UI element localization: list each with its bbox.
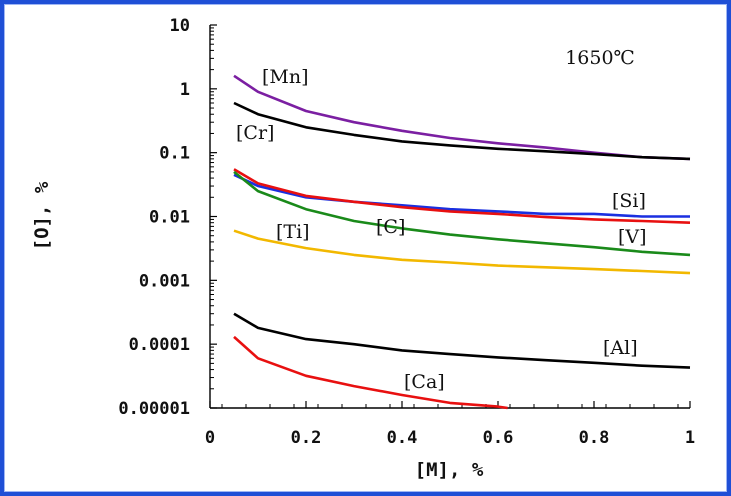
- y-tick-label: 0.001: [139, 271, 190, 291]
- y-tick-label: 0.0001: [129, 335, 190, 355]
- series-line-c: [233, 170, 691, 257]
- series-label-cr: [Cr]: [236, 122, 274, 144]
- series-label-si: [Si]: [612, 190, 646, 212]
- x-tick-label: 1: [685, 428, 695, 448]
- y-tick-label: 10: [170, 16, 190, 36]
- y-tick-label: 1: [180, 80, 190, 100]
- series-label-al: [Al]: [603, 337, 638, 359]
- series-line-al: [233, 312, 691, 369]
- x-tick-label: 0: [205, 428, 215, 448]
- x-tick-label: 0.8: [579, 428, 610, 448]
- series-line-cr: [233, 101, 691, 161]
- temperature-annotation: 1650℃: [565, 47, 635, 69]
- y-tick-label: 0.1: [159, 144, 190, 164]
- series-label-ti: [Ti]: [276, 221, 310, 243]
- y-tick-label: 0.01: [149, 208, 190, 228]
- series-line-ca: [233, 335, 508, 410]
- series-label-v: [V]: [618, 226, 647, 248]
- y-tick-label: 0.00001: [118, 399, 190, 419]
- series-line-ti: [233, 229, 691, 275]
- x-axis-title: [M], %: [415, 459, 484, 481]
- series-line-v: [233, 168, 691, 224]
- y-axis-title: [O], %: [31, 181, 53, 250]
- series-label-c: [C]: [376, 216, 405, 238]
- x-tick-label: 0.4: [387, 428, 418, 448]
- series-label-ca: [Ca]: [404, 371, 445, 393]
- series-line-si: [233, 173, 690, 218]
- x-tick-label: 0.6: [483, 428, 514, 448]
- x-tick-label: 0.2: [291, 428, 322, 448]
- series-label-mn: [Mn]: [262, 66, 309, 88]
